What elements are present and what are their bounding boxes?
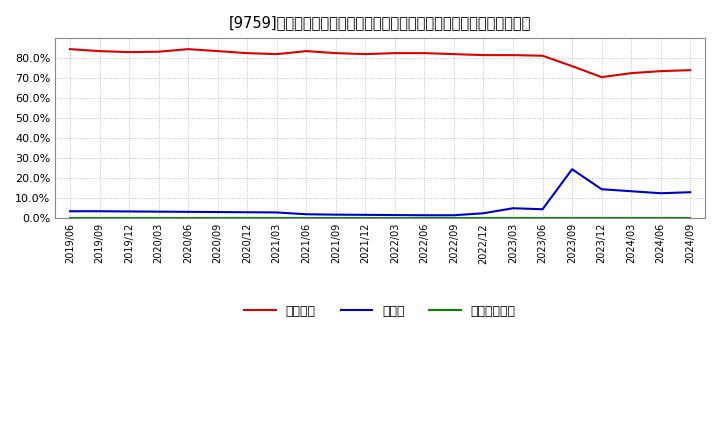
自己資本	[66, 47, 74, 52]
自己資本	[331, 51, 340, 56]
Line: 自己資本: 自己資本	[70, 49, 690, 77]
のれん	[125, 209, 133, 214]
自己資本	[420, 51, 428, 56]
のれん	[657, 191, 665, 196]
自己資本	[154, 49, 163, 55]
のれん	[449, 213, 458, 218]
自己資本	[568, 63, 577, 69]
自己資本	[686, 67, 695, 73]
繰延税金資産	[449, 216, 458, 221]
自己資本	[302, 48, 310, 54]
自己資本	[657, 69, 665, 74]
繰延税金資産	[331, 216, 340, 221]
繰延税金資産	[480, 216, 488, 221]
繰延税金資産	[243, 216, 251, 221]
のれん	[272, 210, 281, 215]
のれん	[480, 211, 488, 216]
自己資本	[627, 70, 636, 76]
のれん	[598, 187, 606, 192]
繰延税金資産	[686, 216, 695, 221]
繰延税金資産	[539, 216, 547, 221]
のれん	[213, 209, 222, 215]
のれん	[184, 209, 192, 214]
Legend: 自己資本, のれん, 繰延税金資産: 自己資本, のれん, 繰延税金資産	[240, 300, 521, 323]
自己資本	[539, 53, 547, 59]
繰延税金資産	[66, 216, 74, 221]
自己資本	[213, 48, 222, 54]
のれん	[331, 212, 340, 217]
自己資本	[361, 51, 369, 57]
自己資本	[449, 51, 458, 57]
自己資本	[509, 52, 518, 58]
のれん	[302, 212, 310, 217]
Title: [9759]　自己資本、のれん、繰延税金資産の総資産に対する比率の推移: [9759] 自己資本、のれん、繰延税金資産の総資産に対する比率の推移	[229, 15, 531, 30]
のれん	[95, 209, 104, 214]
自己資本	[272, 51, 281, 57]
繰延税金資産	[598, 216, 606, 221]
繰延税金資産	[627, 216, 636, 221]
繰延税金資産	[390, 216, 399, 221]
自己資本	[390, 51, 399, 56]
繰延税金資産	[272, 216, 281, 221]
繰延税金資産	[184, 216, 192, 221]
Line: のれん: のれん	[70, 169, 690, 215]
自己資本	[480, 52, 488, 58]
繰延税金資産	[95, 216, 104, 221]
繰延税金資産	[125, 216, 133, 221]
自己資本	[95, 48, 104, 54]
のれん	[154, 209, 163, 214]
のれん	[539, 207, 547, 212]
繰延税金資産	[361, 216, 369, 221]
のれん	[509, 205, 518, 211]
のれん	[361, 212, 369, 217]
のれん	[568, 167, 577, 172]
のれん	[243, 209, 251, 215]
のれん	[627, 189, 636, 194]
繰延税金資産	[509, 216, 518, 221]
自己資本	[598, 74, 606, 80]
のれん	[66, 209, 74, 214]
自己資本	[184, 47, 192, 52]
のれん	[390, 213, 399, 218]
のれん	[420, 213, 428, 218]
繰延税金資産	[568, 216, 577, 221]
繰延税金資産	[657, 216, 665, 221]
のれん	[686, 190, 695, 195]
自己資本	[125, 49, 133, 55]
繰延税金資産	[154, 216, 163, 221]
自己資本	[243, 51, 251, 56]
繰延税金資産	[213, 216, 222, 221]
繰延税金資産	[302, 216, 310, 221]
繰延税金資産	[420, 216, 428, 221]
